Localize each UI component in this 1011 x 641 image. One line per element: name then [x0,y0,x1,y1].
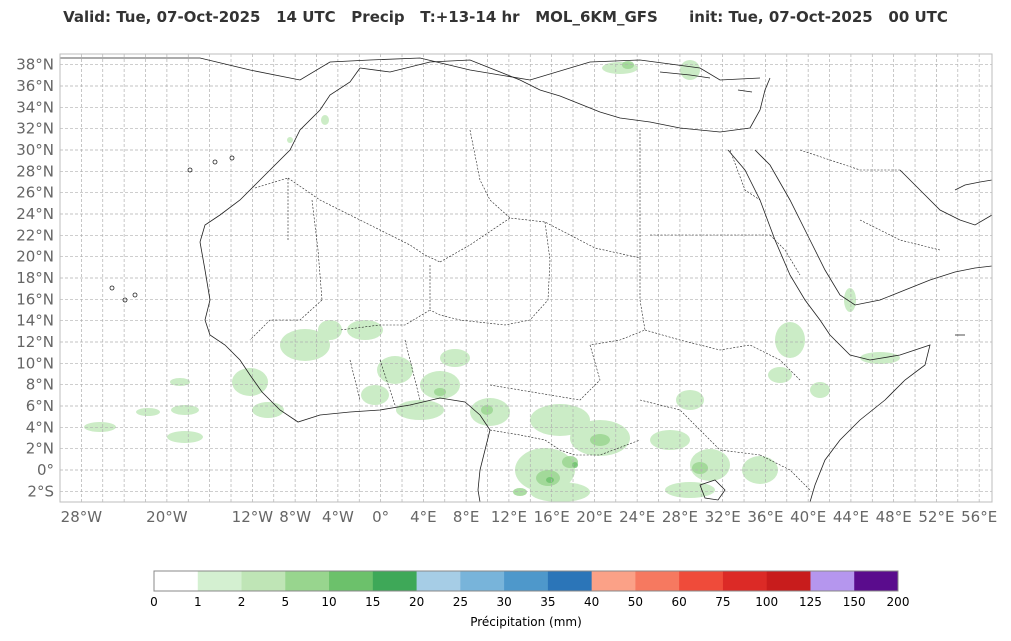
latitude-label: 38°N [16,56,54,74]
map-title: Valid: Tue, 07-Oct-2025 14 UTC Precip T:… [63,8,948,26]
colorbar-segment [504,571,549,591]
precipitation-areas [84,60,900,502]
colorbar-segment [591,571,636,591]
longitude-label: 48°E [876,508,912,526]
latitude-label: 22°N [16,226,54,244]
latitude-label: 14°N [16,312,54,330]
longitude-label: 0° [372,508,389,526]
coastlines [60,57,992,502]
latitude-labels: 38°N 36°N 34°N 32°N 30°N 28°N 26°N 24°N 22°N 20°N… [16,56,54,501]
longitude-label: 12°W [232,508,274,526]
colorbar: 0 1 2 5 10 15 20 25 30 35 40 50 60 75 100 125 150 200 Pré… [150,570,910,629]
colorbar-segment [329,571,374,591]
longitude-label: 20°W [146,508,188,526]
colorbar-tick-label: 35 [540,595,555,609]
latitude-label: 0° [37,461,54,479]
longitude-label: 32°E [705,508,741,526]
graticule [60,54,992,502]
latitude-label: 24°N [16,205,54,223]
colorbar-tick-label: 60 [672,595,687,609]
latitude-label: 4°N [26,418,54,436]
colorbar-tick-label: 30 [496,595,511,609]
latitude-label: 12°N [16,333,54,351]
colorbar-segment [416,571,461,591]
colorbar-tick-label: 20 [409,595,424,609]
colorbar-tick-label: 75 [715,595,730,609]
colorbar-tick-label: 200 [887,595,910,609]
colorbar-segment [722,571,768,591]
country-borders [249,129,941,491]
latitude-label: 6°N [26,397,54,415]
longitude-label: 28°E [662,508,698,526]
longitude-label: 4°W [322,508,354,526]
colorbar-tick-label: 40 [584,595,599,609]
longitude-label: 24°E [619,508,655,526]
colorbar-tick-label: 5 [281,595,289,609]
longitude-label: 40°E [790,508,826,526]
colorbar-frame [153,570,899,592]
colorbar-tick-label: 25 [453,595,468,609]
colorbar-segment [197,571,243,591]
colorbar-tick-label: 0 [150,595,158,609]
latitude-label: 30°N [16,141,54,159]
colorbar-segment [547,571,593,591]
colorbar-label: Précipitation (mm) [470,615,582,629]
longitude-label: 4°E [410,508,437,526]
latitude-label: 16°N [16,290,54,308]
latitude-label: 26°N [16,184,54,202]
colorbar-tick-label: 10 [321,595,336,609]
latitude-label: 2°S [27,482,54,500]
longitude-label: 16°E [534,508,570,526]
colorbar-tick-label: 100 [755,595,778,609]
latitude-label: 8°N [26,376,54,394]
latitude-label: 18°N [16,269,54,287]
colorbar-tick-label: 15 [365,595,380,609]
colorbar-tick-label: 150 [843,595,866,609]
latitude-label: 2°N [26,440,54,458]
latitude-label: 32°N [16,120,54,138]
longitude-label: 44°E [833,508,869,526]
map-frame [59,53,993,503]
longitude-label: 20°E [576,508,612,526]
colorbar-segment [679,571,724,591]
colorbar-segment [810,571,855,591]
longitude-label: 8°W [279,508,311,526]
longitude-label: 8°E [453,508,480,526]
colorbar-segment [285,571,330,591]
longitude-label: 56°E [961,508,997,526]
longitude-labels: 28°W 20°W 12°W 8°W 4°W 0° 4°E 8°E 12°E 16°E 20°E 24… [61,508,998,526]
colorbar-tick-label: 125 [799,595,822,609]
colorbar-tick-label: 2 [238,595,246,609]
colorbar-tick-label: 1 [194,595,202,609]
longitude-label: 36°E [747,508,783,526]
latitude-label: 34°N [16,98,54,116]
colorbar-segment [241,571,286,591]
longitude-label: 12°E [491,508,527,526]
colorbar-segment [460,571,505,591]
latitude-label: 20°N [16,248,54,266]
longitude-label: 52°E [918,508,954,526]
colorbar-segment [854,571,899,591]
colorbar-tick-label: 50 [628,595,643,609]
colorbar-segment [372,571,418,591]
latitude-label: 36°N [16,77,54,95]
latitude-label: 10°N [16,354,54,372]
latitude-label: 28°N [16,162,54,180]
longitude-label: 28°W [61,508,103,526]
colorbar-segment [635,571,680,591]
colorbar-segment [766,571,811,591]
colorbar-segment [154,571,199,591]
